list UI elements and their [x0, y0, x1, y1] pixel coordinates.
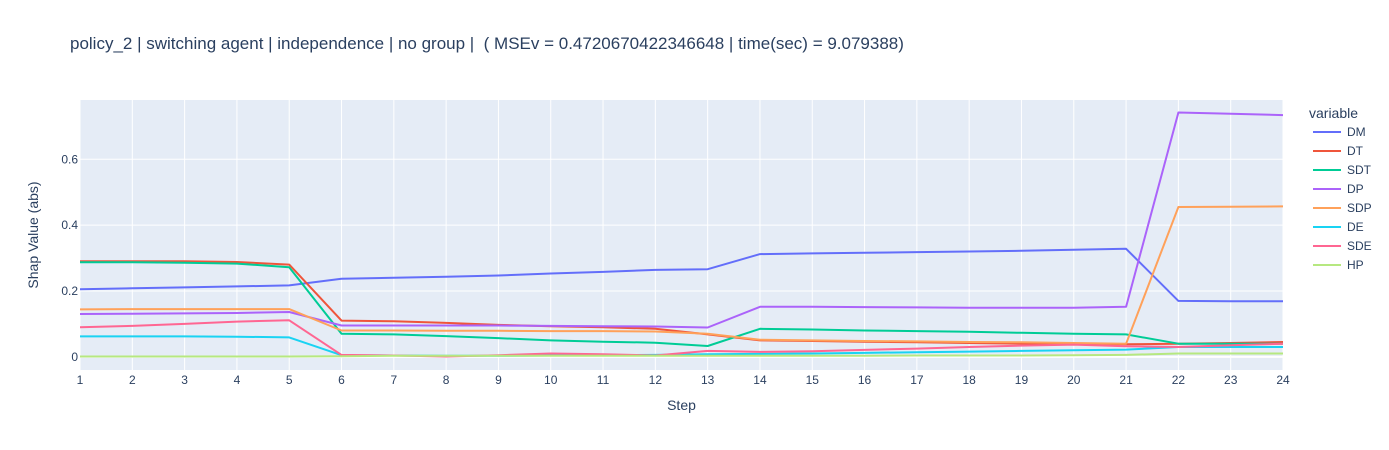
x-tick-label: 5 — [286, 373, 293, 387]
x-axis-ticks: 1 2 3 4 5 6 7 8 9 10 11 12 13 14 15 16 17 18 19 20 21 22 23 24 — [77, 373, 1290, 387]
y-tick-label: 0 — [71, 350, 78, 364]
series-line-dm[interactable] — [79, 247, 1283, 303]
legend-label: DM — [1347, 125, 1366, 139]
y-axis-title: Shap Value (abs) — [25, 181, 41, 288]
x-tick-label: 9 — [495, 373, 502, 387]
legend-item-sdp[interactable]: SDP — [1313, 201, 1372, 215]
x-tick-label: 13 — [701, 373, 715, 387]
x-tick-label: 12 — [649, 373, 663, 387]
legend-label: HP — [1347, 258, 1364, 272]
x-tick-label: 17 — [910, 373, 924, 387]
y-tick-label: 0.6 — [61, 152, 78, 166]
series-line-hp[interactable] — [80, 352, 1283, 358]
x-tick-label: 6 — [338, 373, 345, 387]
x-tick-label: 23 — [1224, 373, 1238, 387]
x-tick-label: 21 — [1119, 373, 1133, 387]
grid-lines — [79, 100, 1284, 370]
series-line-sdt[interactable] — [80, 261, 1283, 347]
x-tick-label: 4 — [234, 373, 241, 387]
series-line-sde[interactable] — [79, 319, 1284, 358]
x-tick-label: 8 — [443, 373, 450, 387]
x-tick-label: 24 — [1276, 373, 1290, 387]
series-line-sdp[interactable] — [79, 205, 1284, 345]
series-line-dp[interactable] — [79, 111, 1284, 329]
legend-label: DE — [1347, 220, 1364, 234]
x-tick-label: 10 — [544, 373, 558, 387]
legend[interactable]: variable DM DT SDT DP SDP DE SDE HP — [1309, 105, 1372, 272]
legend-item-hp[interactable]: HP — [1313, 258, 1364, 272]
x-tick-label: 1 — [77, 373, 84, 387]
x-tick-label: 7 — [390, 373, 397, 387]
legend-title: variable — [1309, 105, 1358, 121]
series-line-de[interactable] — [80, 335, 1283, 357]
y-tick-label: 0.2 — [61, 284, 78, 298]
x-tick-label: 20 — [1067, 373, 1081, 387]
legend-item-sde[interactable]: SDE — [1313, 239, 1372, 253]
x-tick-label: 2 — [129, 373, 136, 387]
legend-item-dp[interactable]: DP — [1313, 182, 1364, 196]
x-tick-label: 16 — [858, 373, 872, 387]
y-tick-label: 0.4 — [61, 218, 78, 232]
legend-label: SDP — [1347, 201, 1372, 215]
legend-item-dm[interactable]: DM — [1313, 125, 1366, 139]
x-tick-label: 18 — [962, 373, 976, 387]
legend-item-sdt[interactable]: SDT — [1313, 163, 1372, 177]
series-lines — [79, 111, 1284, 358]
chart-title: policy_2 | switching agent | independenc… — [70, 34, 904, 53]
legend-label: DP — [1347, 182, 1364, 196]
x-tick-label: 3 — [181, 373, 188, 387]
x-tick-label: 15 — [806, 373, 820, 387]
x-axis-title: Step — [667, 397, 696, 413]
legend-label: SDE — [1347, 239, 1372, 253]
legend-label: DT — [1347, 144, 1364, 158]
y-axis-ticks: 0 0.2 0.4 0.6 — [61, 152, 78, 364]
x-tick-label: 11 — [597, 373, 610, 387]
plot-area[interactable] — [80, 100, 1283, 370]
legend-item-de[interactable]: DE — [1313, 220, 1364, 234]
x-tick-label: 19 — [1015, 373, 1029, 387]
x-tick-label: 14 — [753, 373, 767, 387]
x-tick-label: 22 — [1172, 373, 1186, 387]
legend-item-dt[interactable]: DT — [1313, 144, 1364, 158]
legend-label: SDT — [1347, 163, 1372, 177]
